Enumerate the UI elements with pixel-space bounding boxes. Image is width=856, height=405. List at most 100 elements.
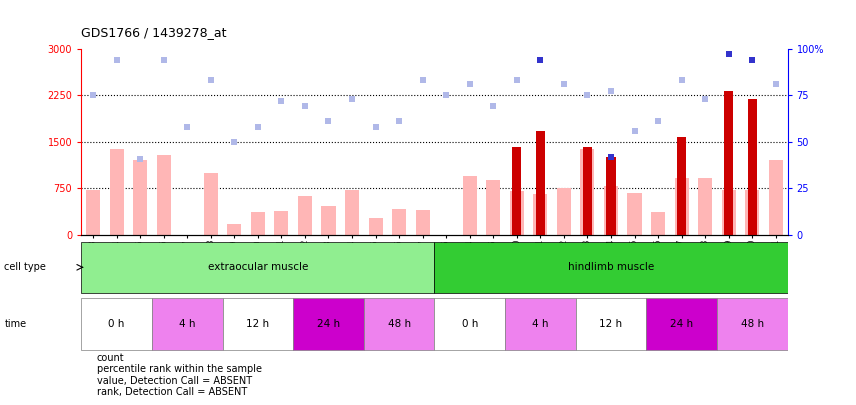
Bar [274,211,288,235]
Bar [293,298,364,350]
Point [557,81,571,87]
Bar [606,157,615,235]
Bar [533,194,547,235]
Point [746,57,759,63]
Bar [251,212,265,235]
Point [157,57,170,63]
Bar [223,298,293,350]
Bar [769,160,782,235]
Bar [512,147,521,235]
Bar [651,212,665,235]
Point [392,118,406,124]
Bar [134,160,147,235]
Bar [580,149,594,235]
Bar [434,298,505,350]
Point [769,81,782,87]
Text: rank, Detection Call = ABSENT: rank, Detection Call = ABSENT [97,387,247,397]
Text: hindlimb muscle: hindlimb muscle [568,262,654,272]
Bar [716,298,788,350]
Point [533,57,547,63]
Text: 4 h: 4 h [532,319,549,329]
Bar [556,188,571,235]
Point [651,118,665,124]
Bar [603,186,618,235]
Bar [486,180,500,235]
Text: 24 h: 24 h [670,319,693,329]
Bar [724,92,734,235]
Point [298,103,312,110]
Point [110,57,123,63]
Bar [204,173,217,235]
Bar [415,210,430,235]
Text: cell type: cell type [4,262,46,272]
Point [722,51,735,58]
Bar [434,242,788,293]
Point [533,57,547,63]
Bar [505,298,575,350]
Point [627,127,641,134]
Bar [81,298,152,350]
Bar [627,193,641,235]
Text: 0 h: 0 h [109,319,125,329]
Point [369,124,383,130]
Point [345,96,359,102]
Point [322,118,336,124]
Text: 48 h: 48 h [388,319,411,329]
Bar [81,242,434,293]
Text: percentile rank within the sample: percentile rank within the sample [97,364,262,374]
Point [604,88,618,95]
Bar [364,298,434,350]
Bar [321,206,336,235]
Point [439,92,453,98]
Point [604,153,618,160]
Point [181,124,194,130]
Bar [583,147,592,235]
Bar [345,190,359,235]
Point [204,77,217,83]
Bar [646,298,716,350]
Point [416,77,430,83]
Point [722,51,735,58]
Point [675,77,688,83]
Point [580,92,594,98]
Bar [745,190,759,235]
Bar [675,178,688,235]
Bar [722,190,735,235]
Text: 4 h: 4 h [179,319,195,329]
Text: GDS1766 / 1439278_at: GDS1766 / 1439278_at [81,26,227,39]
Point [698,96,712,102]
Point [463,81,477,87]
Point [86,92,100,98]
Bar [698,178,712,235]
Point [275,98,288,104]
Text: 12 h: 12 h [247,319,270,329]
Bar [368,218,383,235]
Bar [227,224,241,235]
Point [746,57,759,63]
Text: 0 h: 0 h [461,319,478,329]
Bar [677,137,687,235]
Bar [509,192,524,235]
Bar [298,196,312,235]
Text: extraocular muscle: extraocular muscle [208,262,308,272]
Bar [152,298,223,350]
Bar [747,99,757,235]
Point [510,77,524,83]
Text: 24 h: 24 h [317,319,340,329]
Text: time: time [4,319,27,329]
Bar [110,149,123,235]
Bar [536,130,545,235]
Text: count: count [97,353,124,363]
Text: 48 h: 48 h [740,319,764,329]
Bar [157,156,170,235]
Bar [86,190,100,235]
Bar [392,209,406,235]
Point [134,155,147,162]
Text: value, Detection Call = ABSENT: value, Detection Call = ABSENT [97,376,252,386]
Point [228,139,241,145]
Point [251,124,265,130]
Point [486,103,500,110]
Text: 12 h: 12 h [599,319,622,329]
Bar [575,298,646,350]
Bar [462,176,477,235]
